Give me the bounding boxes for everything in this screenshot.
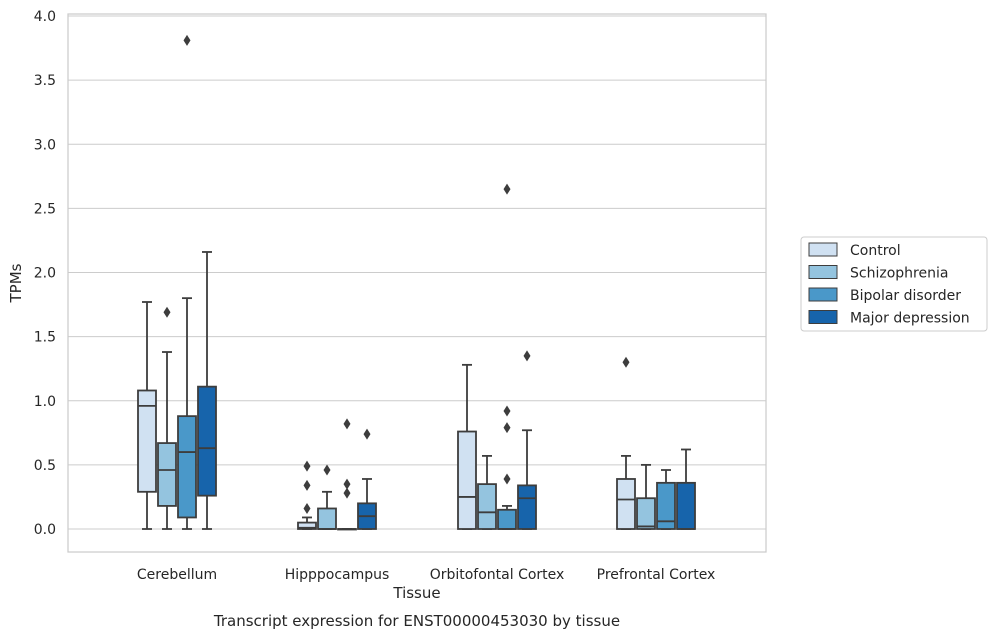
legend-entry-label: Major depression xyxy=(850,311,970,327)
y-tick-label: 1.5 xyxy=(34,330,56,346)
y-tick-label: 2.5 xyxy=(34,201,56,217)
box-iqr xyxy=(636,497,656,530)
y-tick-label: 1.0 xyxy=(34,394,56,410)
outlier-point xyxy=(343,418,351,430)
box-iqr xyxy=(197,385,217,497)
box xyxy=(636,463,656,530)
legend-entry-label: Bipolar disorder xyxy=(850,288,961,304)
boxplot-series xyxy=(137,34,696,531)
legend-entry-label: Schizophrenia xyxy=(850,266,948,282)
box-iqr xyxy=(477,483,497,530)
outlier-point xyxy=(183,34,191,46)
x-tick-labels: Cerebellum Hipppocampus Orbitofontal Corte… xyxy=(137,567,715,583)
series-schizophrenia xyxy=(157,306,656,530)
outlier-point xyxy=(503,422,511,434)
box-iqr xyxy=(157,442,177,507)
box xyxy=(497,183,517,530)
outlier-point xyxy=(323,464,331,476)
x-axis-label: Tissue xyxy=(392,584,440,602)
box xyxy=(616,356,636,530)
chart-title: Transcript expression for ENST0000045303… xyxy=(213,612,620,630)
box xyxy=(517,350,537,530)
box-iqr xyxy=(177,415,197,519)
legend-entry-label: Control xyxy=(850,243,901,259)
outlier-point xyxy=(303,479,311,491)
box-iqr xyxy=(616,478,636,530)
y-tick-labels: 0.0 0.5 1.0 1.5 2.0 2.5 3.0 3.5 4.0 xyxy=(34,9,56,538)
outlier-point xyxy=(303,502,311,514)
outlier-point xyxy=(343,478,351,490)
legend-swatch xyxy=(808,242,838,257)
box-iqr xyxy=(517,484,537,530)
x-tick-label: Cerebellum xyxy=(137,567,217,583)
box xyxy=(197,251,217,530)
outlier-point xyxy=(503,183,511,195)
outlier-point xyxy=(163,306,171,318)
box-iqr xyxy=(457,430,477,530)
y-tick-label: 0.5 xyxy=(34,458,56,474)
box xyxy=(676,448,696,530)
box xyxy=(656,469,676,530)
y-tick-label: 3.0 xyxy=(34,137,56,153)
legend-swatch xyxy=(808,310,838,324)
box-iqr xyxy=(297,521,317,530)
box-iqr xyxy=(656,481,676,530)
box xyxy=(317,464,337,530)
y-tick-label: 4.0 xyxy=(34,9,56,25)
y-tick-label: 0.0 xyxy=(34,522,56,538)
box xyxy=(157,306,177,530)
box-iqr xyxy=(497,508,517,530)
box-iqr xyxy=(676,481,696,530)
series-control xyxy=(137,301,636,530)
box xyxy=(477,454,497,530)
box xyxy=(297,460,317,530)
box xyxy=(457,363,477,530)
box xyxy=(137,301,157,530)
box-iqr xyxy=(137,389,157,493)
outlier-point xyxy=(503,405,511,417)
y-tick-label: 2.0 xyxy=(34,266,56,282)
outlier-point xyxy=(303,460,311,472)
box-iqr xyxy=(317,507,337,530)
y-axis-label: TPMs xyxy=(7,263,25,303)
legend: Control Schizophrenia Bipolar disorder Majo… xyxy=(800,236,988,332)
series-bipolar-disorder xyxy=(177,34,676,531)
x-tick-label: Orbitofontal Cortex xyxy=(430,567,565,583)
outlier-point xyxy=(523,350,531,362)
box xyxy=(177,34,197,530)
outlier-point xyxy=(622,356,630,368)
outlier-point xyxy=(503,473,511,485)
box xyxy=(337,418,357,531)
x-tick-label: Hipppocampus xyxy=(285,567,390,583)
outlier-point xyxy=(363,428,371,440)
legend-swatch xyxy=(808,265,838,279)
box xyxy=(357,428,377,530)
legend-frame xyxy=(800,236,988,332)
legend-swatch xyxy=(808,287,838,302)
x-tick-label: Prefrontal Cortex xyxy=(597,567,716,583)
y-tick-label: 3.5 xyxy=(34,73,56,89)
series-major-depression xyxy=(197,251,696,530)
plot-area-frame xyxy=(67,13,767,553)
outlier-point xyxy=(343,487,351,499)
